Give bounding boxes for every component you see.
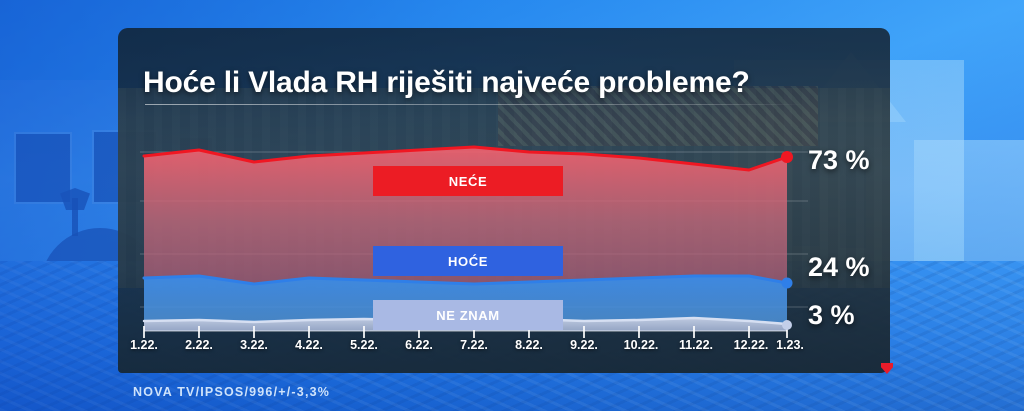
x-tick-label: 5.22. [350, 338, 378, 352]
poll-result-panel: Hoće li Vlada RH riješiti najveće proble… [118, 28, 890, 373]
area-nece-line [142, 145, 789, 172]
red-corner-marker [881, 363, 893, 374]
x-tick-label: 7.22. [460, 338, 488, 352]
legend-pill-nece: NEĆE [373, 166, 563, 196]
x-tick-label: 2.22. [185, 338, 213, 352]
value-label-hoce: 24 % [808, 252, 870, 282]
title-divider [145, 104, 805, 105]
legend-label-hoce: HOĆE [448, 253, 488, 269]
legend-pill-hoce: HOĆE [373, 246, 563, 276]
x-tick-label: 1.23. [776, 338, 804, 352]
endpoint-dot-ne-znam [782, 320, 792, 330]
x-tick-label: 9.22. [570, 338, 598, 352]
value-label-nece: 73 % [808, 145, 870, 175]
area-nece [144, 147, 787, 284]
endpoint-dot-hoce [781, 277, 793, 289]
x-tick-label: 6.22. [405, 338, 433, 352]
x-tick-label: 8.22. [515, 338, 543, 352]
source-note: NOVA TV/IPSOS/996/+/-3,3% [133, 385, 331, 399]
x-tick-label: 10.22. [623, 338, 659, 352]
legend-label-ne-znam: NE ZNAM [436, 307, 500, 323]
x-tick-label: 4.22. [295, 338, 323, 352]
value-label-ne-znam: 3 % [808, 300, 855, 330]
endpoint-dot-nece [781, 151, 793, 163]
page-title: Hoće li Vlada RH riješiti najveće proble… [143, 66, 750, 99]
x-axis-labels: 1.22. 2.22. 3.22. 4.22. 5.22. 6.22. 7.22… [118, 338, 890, 362]
area-hoce-line [142, 274, 789, 286]
x-tick-label: 12.22. [733, 338, 769, 352]
axis-ticks [143, 326, 788, 338]
legend-pill-ne-znam: NE ZNAM [373, 300, 563, 330]
x-tick-label: 11.22. [678, 338, 714, 352]
x-tick-label: 3.22. [240, 338, 268, 352]
legend-label-nece: NEĆE [448, 173, 488, 189]
x-tick-label: 1.22. [130, 338, 158, 352]
